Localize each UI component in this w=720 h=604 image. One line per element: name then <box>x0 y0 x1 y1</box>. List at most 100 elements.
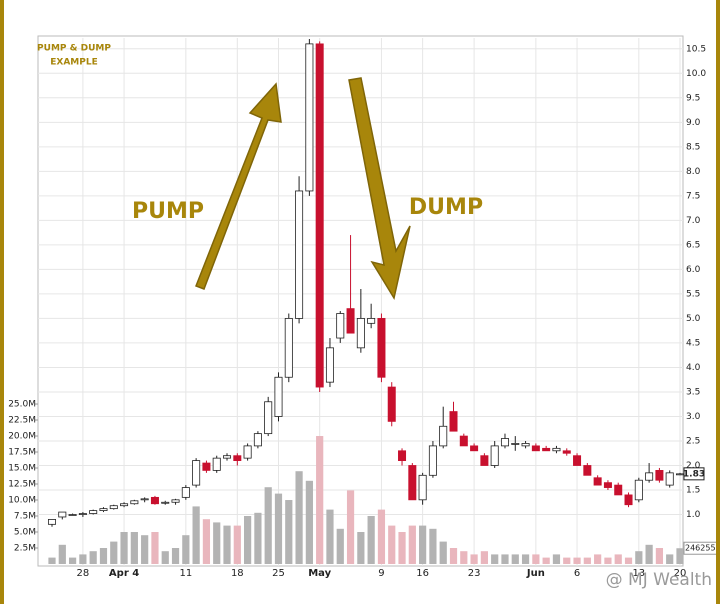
dump-label: DUMP <box>409 195 483 220</box>
y-tick-label: 8.0 <box>686 167 701 177</box>
y-tick-label: 3.5 <box>686 387 700 397</box>
volume-bar <box>120 532 128 564</box>
volume-bar <box>274 493 283 564</box>
candle-body <box>264 401 273 435</box>
candle-body <box>274 376 283 417</box>
candle-body <box>223 455 232 459</box>
frame-edge <box>0 0 4 604</box>
candle-body <box>439 425 448 447</box>
volume-bar <box>99 548 108 564</box>
volume-bar <box>264 487 272 564</box>
candle-body <box>233 455 242 461</box>
x-tick-label: 23 <box>468 568 481 579</box>
x-tick-label: Apr 4 <box>109 568 139 579</box>
volume-bar <box>244 516 252 564</box>
volume-bar <box>367 516 375 564</box>
candle-body <box>634 479 643 501</box>
volume-bar <box>68 557 77 564</box>
candle-body <box>336 313 345 339</box>
volume-bar <box>213 522 221 564</box>
volume-tick-label: 2.5M <box>14 544 36 554</box>
candle-body <box>459 435 468 447</box>
candle-body <box>284 318 293 378</box>
volume-bar <box>58 544 66 564</box>
candle-body <box>428 445 437 476</box>
candle-body <box>593 477 602 486</box>
y-tick-label: 2.0 <box>686 461 701 471</box>
candle-body <box>449 411 458 432</box>
candle-body <box>398 450 407 461</box>
volume-bar <box>449 548 458 564</box>
candle-body <box>490 445 499 466</box>
last-price: 1.83 <box>683 469 705 479</box>
candle-body <box>58 511 67 518</box>
candle-body <box>325 347 334 383</box>
volume-bar <box>470 554 478 564</box>
candle-body <box>181 487 190 498</box>
candle-body <box>377 318 386 378</box>
volume-bar <box>511 554 519 564</box>
y-tick-label: 10.5 <box>686 44 706 54</box>
candle-body <box>243 445 252 459</box>
candle-body <box>315 43 324 388</box>
x-tick-label: 6 <box>574 568 580 579</box>
candle-body <box>573 455 582 466</box>
volume-bar <box>233 525 241 564</box>
volume-bar <box>655 548 664 564</box>
candle-body <box>480 455 489 466</box>
volume-bar <box>532 554 540 564</box>
candle-body <box>202 462 211 471</box>
candle-body <box>562 450 571 454</box>
volume-bar <box>645 544 653 564</box>
y-tick-label: 5.0 <box>686 314 701 324</box>
y-tick-label: 4.0 <box>686 363 701 373</box>
candle-body <box>603 482 612 488</box>
volume-bar <box>192 506 200 564</box>
volume-bar <box>676 548 684 564</box>
volume-tick-label: 5.0M <box>14 528 36 538</box>
candles <box>47 38 685 527</box>
volume-bar <box>182 535 190 564</box>
candle-body <box>120 503 129 507</box>
x-tick-label: May <box>308 568 331 579</box>
volume-tick-label: 12.5M <box>8 480 36 490</box>
volume-bars <box>48 436 684 564</box>
x-tick-label: 18 <box>231 568 244 579</box>
candle-body <box>295 190 304 319</box>
candle-body <box>171 499 180 503</box>
candle-body <box>408 465 417 501</box>
candle-body <box>583 465 592 476</box>
volume-bar <box>583 557 591 564</box>
candle-body <box>645 472 654 481</box>
candle-body <box>305 43 314 192</box>
volume-bar <box>573 557 581 564</box>
volume-bar <box>326 509 334 564</box>
volume-bar <box>666 554 674 564</box>
volume-bar <box>48 557 56 564</box>
volume-bar <box>408 525 416 564</box>
y-tick-label: 6.5 <box>686 240 700 250</box>
x-tick-label: Jun <box>526 568 545 579</box>
volume-bar <box>563 557 571 564</box>
candle-body <box>367 318 376 324</box>
pump-arrow <box>195 82 282 290</box>
candle-body <box>78 513 87 515</box>
watermark: @ MJ Wealth <box>606 570 712 590</box>
volume-tick-label: 10.0M <box>8 496 36 506</box>
y-tick-label: 1.0 <box>686 510 701 520</box>
y-tick-label: 1.5 <box>686 486 700 496</box>
y-tick-label: 6.0 <box>686 265 701 275</box>
volume-bar <box>151 532 159 564</box>
pump-label: PUMP <box>132 199 204 224</box>
y-tick-label: 10.0 <box>686 69 706 79</box>
volume-bar <box>491 554 499 564</box>
last-price-box <box>683 467 705 481</box>
candle-body <box>99 508 108 512</box>
candle-body <box>140 498 149 501</box>
volume-bar <box>429 528 437 564</box>
volume-bar <box>305 480 313 564</box>
x-tick-label: 11 <box>179 568 192 579</box>
volume-bar <box>171 548 180 564</box>
candle-body <box>521 443 530 447</box>
candle-body <box>511 443 520 445</box>
